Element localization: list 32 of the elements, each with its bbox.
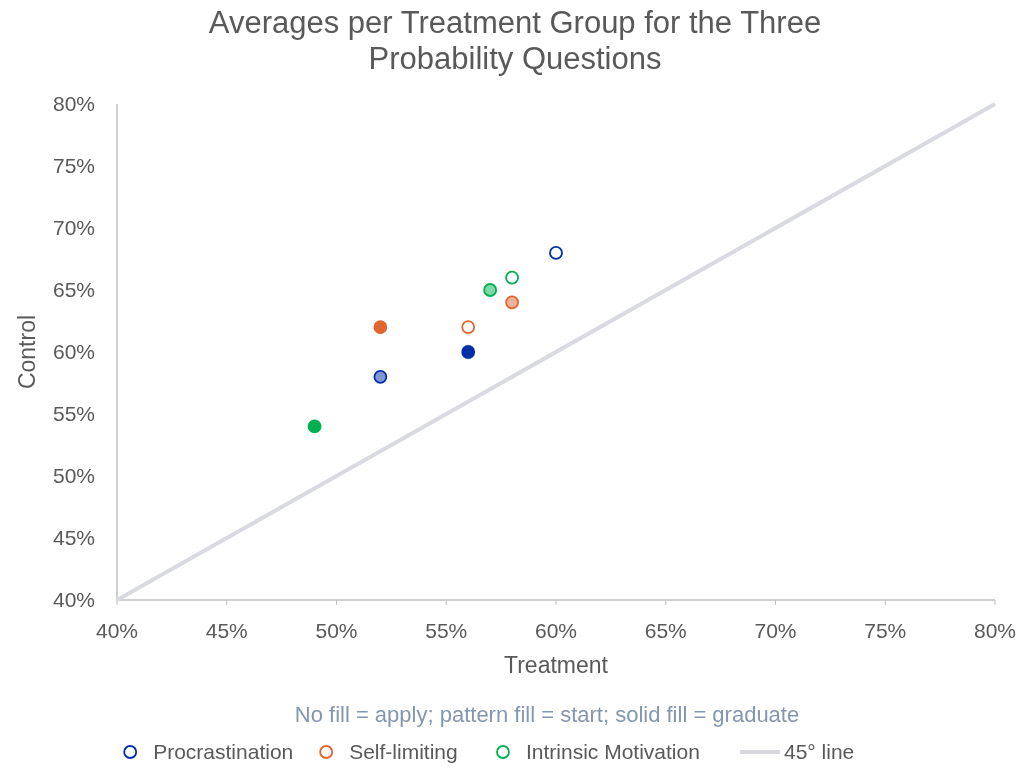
x-tick-label: 65%: [644, 619, 687, 642]
y-tick-label: 80%: [52, 92, 95, 115]
legend-label: 45° line: [784, 740, 855, 763]
y-tick-label: 55%: [52, 402, 95, 425]
text: No fill = apply; pattern fill = start; solid fill = graduate: [294, 702, 800, 727]
y-tick-label: 45%: [52, 526, 95, 549]
y-tick-label: 50%: [52, 464, 95, 487]
y-tick-label: 70%: [52, 216, 95, 239]
point: [373, 320, 388, 335]
legend-label: Self-limiting: [349, 740, 458, 763]
y-tick-label: 60%: [52, 340, 95, 363]
x-axis-title: Treatment: [504, 652, 609, 678]
x-tick-label: 40%: [95, 619, 139, 642]
x-tick-label: 60%: [534, 619, 578, 642]
point: [373, 369, 388, 384]
y-axis-title: Control: [14, 314, 40, 390]
point: [483, 283, 498, 297]
x-tick-label: 45%: [205, 619, 248, 642]
y-tick-label: 40%: [52, 588, 95, 611]
x-tick-label: 75%: [864, 619, 907, 642]
x-tick-label: 80%: [973, 619, 1017, 642]
x-tick-label: 70%: [754, 619, 797, 642]
legend-label: Intrinsic Motivation: [526, 740, 700, 763]
y-tick-label: 65%: [52, 278, 95, 301]
y-tick-label: 75%: [52, 154, 95, 177]
legend-label: Procrastination: [153, 740, 294, 763]
x-tick-label: 50%: [315, 619, 358, 642]
chart-title: Averages per Treatment Group for the Three Probability Questions: [208, 5, 822, 76]
point: [505, 295, 519, 310]
x-tick-label: 55%: [425, 619, 468, 642]
point: [307, 419, 322, 434]
point: [461, 345, 476, 359]
